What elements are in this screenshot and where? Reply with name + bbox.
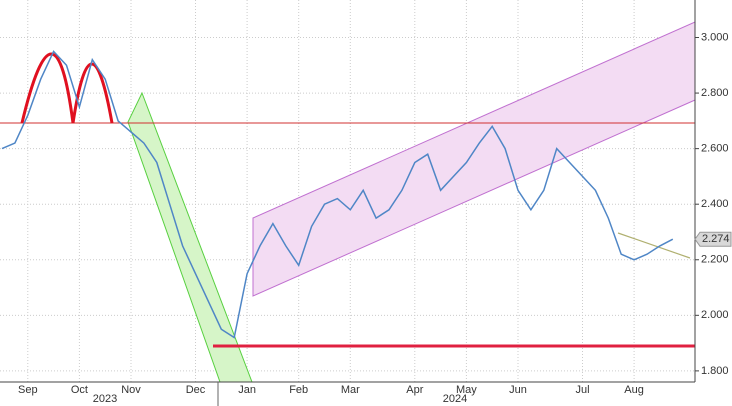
- x-tick-label: Mar: [341, 384, 360, 396]
- y-tick-label: 2.000: [701, 309, 729, 321]
- channel: [252, 21, 696, 297]
- price-line: [1, 50, 674, 339]
- x-tick-label: Jan: [238, 384, 256, 396]
- x-tick-label: Apr: [406, 384, 423, 396]
- x-tick-label: Sep: [18, 384, 38, 396]
- y-tick-label: 3.000: [701, 31, 729, 43]
- last-price-label: 2.274: [702, 233, 730, 245]
- down-channel: [127, 91, 253, 383]
- x-tick-label: Dec: [186, 384, 206, 396]
- y-tick-label: 2.800: [701, 87, 729, 99]
- last-price-tag: [694, 231, 732, 247]
- x-tick-label: Nov: [121, 384, 141, 396]
- year-label: 2023: [93, 393, 117, 405]
- x-tick-label: Aug: [624, 384, 644, 396]
- x-tick-label: Jul: [575, 384, 589, 396]
- y-tick-label: 2.400: [701, 198, 729, 210]
- y-tick-label: 2.200: [701, 254, 729, 266]
- x-tick-label: May: [456, 384, 477, 396]
- double-top: [20, 52, 114, 124]
- x-tick-label: Feb: [289, 384, 308, 396]
- x-tick-label: Jun: [509, 384, 527, 396]
- y-tick-label: 2.600: [701, 143, 729, 155]
- year-label: 2024: [443, 393, 467, 405]
- trend-line: [617, 232, 691, 259]
- y-tick-label: 1.800: [701, 365, 729, 377]
- x-tick-label: Oct: [71, 384, 88, 396]
